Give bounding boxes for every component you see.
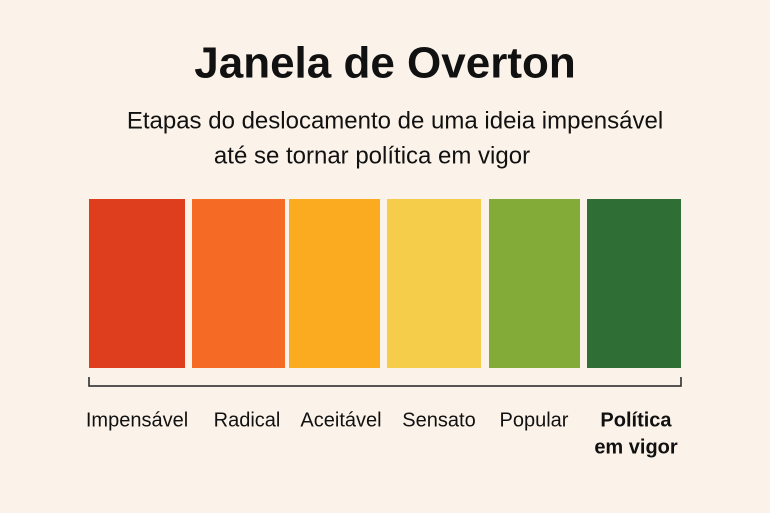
stage-label: em vigor	[594, 436, 678, 458]
stage-label: Radical	[214, 409, 281, 431]
stage-label: Impensável	[86, 409, 188, 431]
stage-label: Sensato	[402, 409, 475, 431]
stage-box	[89, 199, 185, 368]
stage-label: Popular	[500, 409, 569, 431]
stage-box	[289, 199, 380, 368]
subtitle: Etapas do deslocamento de uma ideia impe…	[127, 107, 663, 134]
bracket	[88, 377, 682, 387]
stage-box	[387, 199, 481, 368]
stage-box	[489, 199, 580, 368]
title: Janela de Overton	[194, 39, 575, 88]
stage-box	[587, 199, 681, 368]
stage-box	[192, 199, 285, 368]
stage-label: Política	[600, 409, 672, 431]
subtitle: até se tornar política em vigor	[214, 142, 530, 169]
stage-label: Aceitável	[300, 409, 381, 431]
stages: Impensável Radical Aceitável Sensato Popular…	[86, 199, 681, 458]
